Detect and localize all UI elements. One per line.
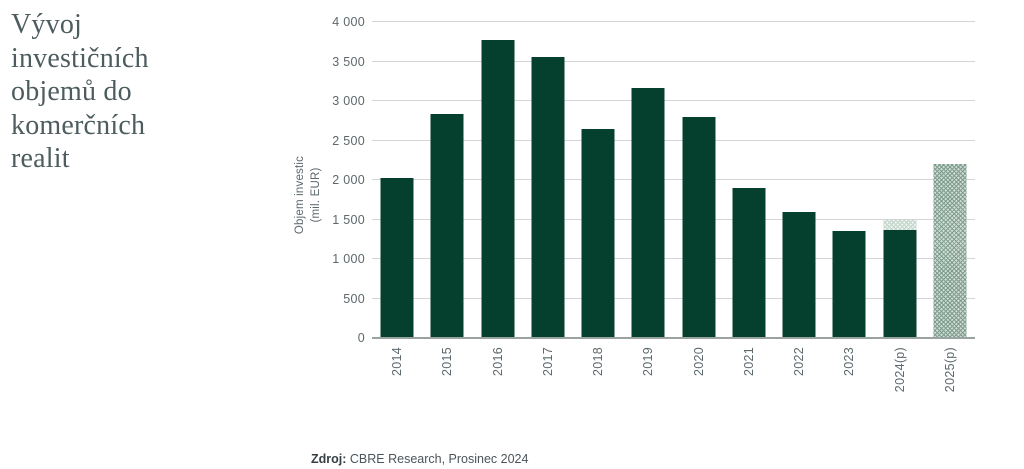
source-text: CBRE Research, Prosinec 2024	[346, 452, 529, 466]
y-tick-label-500: 500	[343, 291, 365, 306]
x-tick-label-2014: 2014	[390, 347, 405, 377]
bar-segment-actual-2022	[782, 211, 816, 338]
x-tick-label-2024(p): 2024(p)	[892, 347, 907, 393]
x-tick-label-2020: 2020	[691, 347, 706, 377]
bar-2015	[430, 113, 464, 338]
bar-segment-actual-2020	[682, 116, 716, 338]
bar-segment-actual-2018	[581, 129, 615, 338]
bar-slot-2015: 2015	[422, 22, 472, 376]
source-note: Zdroj: CBRE Research, Prosinec 2024	[311, 452, 528, 466]
y-tick-label-1000: 1 000	[332, 252, 365, 266]
bar-segment-forecast-2024(p)	[883, 219, 917, 230]
x-tick-label-2025(p): 2025(p)	[942, 347, 957, 393]
gridline-4000	[372, 21, 975, 22]
page-title-line: objemů do	[11, 76, 132, 107]
bar-2020	[682, 116, 716, 338]
x-tick-label-2016: 2016	[490, 347, 505, 377]
y-tick-label-3000: 3 000	[332, 94, 365, 108]
gridline-1500	[372, 218, 975, 220]
bar-slot-2017: 2017	[523, 22, 573, 376]
bar-segment-actual-2015	[430, 113, 464, 338]
gridline-3500	[372, 60, 975, 62]
bar-segment-forecast-2025(p)	[933, 164, 967, 338]
bar-slot-2019: 2019	[623, 22, 673, 376]
bar-2019	[631, 88, 665, 338]
bar-slot-2016: 2016	[473, 22, 523, 376]
bar-2021	[732, 187, 766, 338]
page-title-line: Vývoj	[11, 9, 82, 40]
bar-2022	[782, 211, 816, 338]
bar-chart-plot-area: 2014 2015 2016 2017 2018 2019 2020 2021 2022 2023…	[372, 21, 975, 392]
gridline-2000	[372, 179, 975, 180]
y-tick-label-1500: 1 500	[332, 212, 365, 227]
bar-2014	[380, 177, 414, 338]
y-axis-tick-labels: 0 500 1 000 1 500 2 000 2 500 3 000 3 500 4 000	[285, 15, 365, 345]
y-tick-label-2500: 2 500	[332, 133, 365, 148]
bar-slot-2025(p): 2025(p)	[925, 22, 975, 392]
bar-segment-actual-2021	[732, 187, 766, 338]
bar-2023	[832, 231, 866, 338]
y-tick-label-0: 0	[357, 331, 365, 345]
x-tick-label-2019: 2019	[641, 347, 656, 377]
gridline-1000	[372, 258, 975, 259]
bar-segment-actual-2019	[631, 88, 665, 338]
bar-segment-actual-2024(p)	[883, 229, 917, 338]
x-tick-label-2021: 2021	[741, 347, 756, 377]
source-label: Zdroj:	[311, 452, 347, 466]
bar-segment-actual-2016	[481, 40, 515, 338]
bar-2024(p)	[883, 219, 917, 338]
bar-slot-2018: 2018	[573, 22, 623, 376]
bar-slot-2022: 2022	[774, 22, 824, 376]
x-tick-label-2018: 2018	[591, 347, 606, 377]
y-tick-label-2000: 2 000	[332, 173, 365, 187]
x-tick-label-2022: 2022	[792, 347, 807, 377]
bar-segment-actual-2023	[832, 231, 866, 338]
bar-segment-actual-2017	[531, 56, 565, 338]
page-title-line: investičních	[11, 42, 149, 74]
bar-2025(p)	[933, 164, 967, 338]
y-tick-label-4000: 4 000	[332, 15, 365, 29]
page-title-line: realit	[11, 143, 70, 174]
bar-slot-2014: 2014	[372, 22, 422, 376]
gridline-500	[372, 297, 975, 299]
page-title: Vývoj investičních objemů do komerčních real…	[11, 8, 241, 176]
bar-2016	[481, 40, 515, 338]
bar-segment-actual-2014	[380, 177, 414, 338]
bar-2017	[531, 56, 565, 338]
bar-slot-2021: 2021	[724, 22, 774, 376]
gridline-3000	[372, 100, 975, 101]
bar-series: 2014 2015 2016 2017 2018 2019 2020 2021 2022 2023…	[372, 22, 975, 392]
y-tick-label-3500: 3 500	[332, 54, 365, 69]
x-tick-label-2015: 2015	[440, 347, 455, 377]
bar-slot-2024(p): 2024(p)	[875, 22, 925, 392]
bar-slot-2020: 2020	[674, 22, 724, 376]
bar-slot-2023: 2023	[824, 22, 874, 376]
page-title-line: komerčních	[11, 109, 146, 141]
bar-2018	[581, 129, 615, 338]
x-tick-label-2023: 2023	[842, 347, 857, 377]
x-axis-line	[372, 337, 975, 339]
x-tick-label-2017: 2017	[540, 347, 555, 377]
gridline-2500	[372, 139, 975, 141]
